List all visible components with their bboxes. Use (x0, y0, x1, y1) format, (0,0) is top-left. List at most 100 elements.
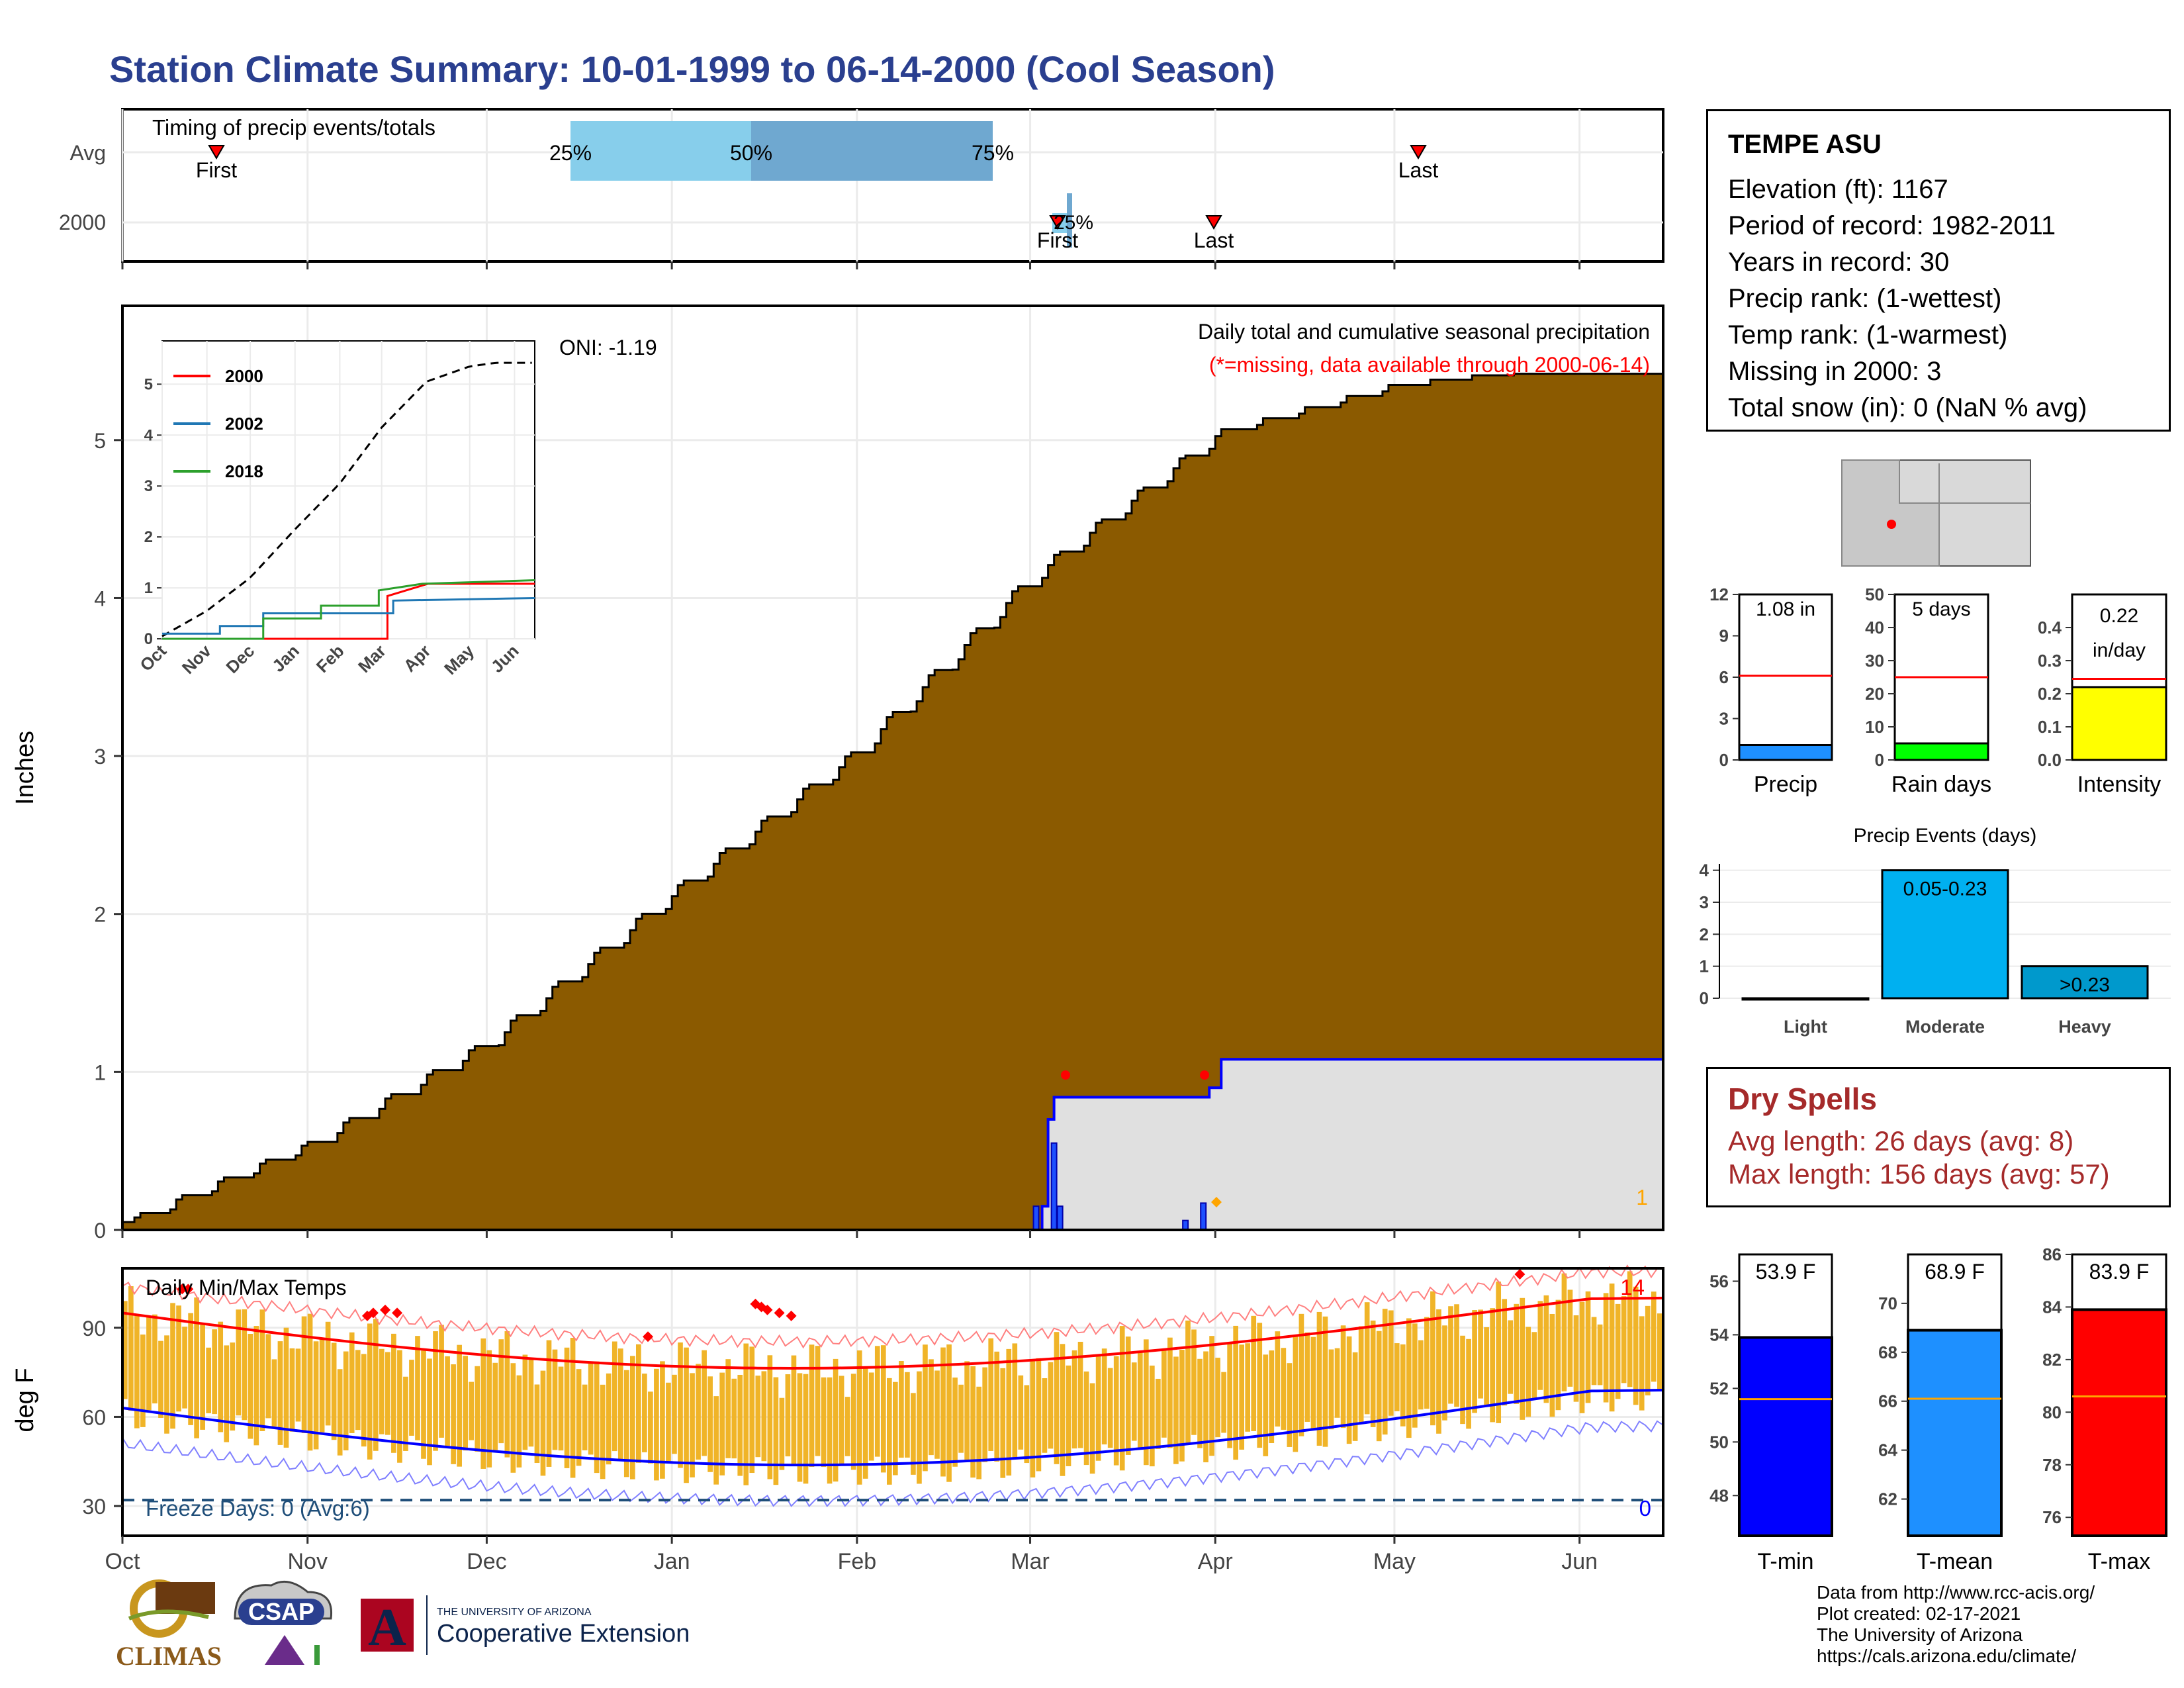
daily-temp-bar (206, 1347, 211, 1413)
record-low-line (122, 1420, 1664, 1507)
daily-temp-bar (809, 1344, 815, 1468)
temp-bar-label: T-max (2088, 1549, 2150, 1574)
mini-bar (1893, 742, 1989, 761)
daily-temp-bar (122, 1301, 128, 1399)
daily-temp-bar (355, 1350, 361, 1430)
inset-series-line (162, 579, 535, 640)
daily-temp-bar (1555, 1299, 1561, 1411)
daily-temp-bar (856, 1350, 862, 1485)
events-tick-label: 1 (1700, 957, 1709, 976)
daily-temp-bar (224, 1345, 230, 1442)
daily-temp-bar (534, 1384, 540, 1464)
daily-temp-bar (917, 1371, 922, 1484)
daily-precip-bar (1182, 1219, 1189, 1231)
record-high-line (122, 1264, 1664, 1349)
daily-temp-bar (1394, 1343, 1400, 1411)
csap-logo-text: CSAP (248, 1598, 314, 1625)
daily-temp-bar (367, 1323, 373, 1460)
pct-25-label: 25% (549, 141, 592, 165)
inset-y-tick-label: 5 (144, 375, 153, 393)
dry-spells-max: Max length: 156 days (avg: 57) (1728, 1158, 2110, 1190)
daily-temp-bar (361, 1354, 367, 1447)
daily-temp-bar (725, 1359, 731, 1458)
daily-temp-bar (666, 1382, 671, 1462)
daily-temp-bar (570, 1337, 576, 1478)
daily-temp-bar (271, 1359, 277, 1427)
temp-panel-label: Daily Min/Max Temps (146, 1276, 346, 1299)
missing-marker (1200, 1070, 1209, 1080)
daily-temp-bar (1633, 1286, 1639, 1405)
temp-bar-value-label: 53.9 F (1756, 1260, 1816, 1284)
temp-bar-tick-label: 52 (1709, 1378, 1729, 1398)
mini-bar-label: Rain days (1891, 772, 1991, 797)
events-tick-label: 3 (1700, 892, 1709, 912)
daily-temp-bar (582, 1384, 588, 1450)
precip-y-axis-label: Inches (11, 731, 39, 805)
daily-temp-bar (1502, 1299, 1508, 1406)
daily-temp-bar (874, 1346, 880, 1457)
daily-temp-bar (1490, 1308, 1495, 1423)
daily-temp-bar (1131, 1362, 1137, 1441)
daily-temp-bar (164, 1335, 169, 1434)
temp-bar-tick-label: 70 (1878, 1293, 1897, 1313)
daily-temp-bar (1388, 1310, 1394, 1416)
daily-temp-bar (815, 1346, 821, 1456)
daily-temp-bar (1060, 1344, 1066, 1476)
daily-temp-bar (1203, 1351, 1208, 1463)
daily-temp-bar (1322, 1316, 1328, 1447)
daily-temp-bar (1370, 1320, 1376, 1427)
daily-temp-bar (844, 1397, 850, 1456)
legend-label: 2018 (225, 461, 263, 481)
daily-temp-bar (803, 1374, 809, 1484)
daily-temp-bar (1275, 1331, 1281, 1427)
daily-temp-bar (827, 1377, 833, 1484)
station-row: Years in record: 30 (1728, 248, 1950, 277)
events-title: Precip Events (days) (1854, 825, 2037, 847)
iqr-box-lower (570, 121, 751, 181)
record-marker (380, 1304, 391, 1315)
month-tick-label: Apr (1198, 1549, 1233, 1574)
month-tick-label: Dec (467, 1549, 506, 1574)
daily-temp-bar (528, 1360, 534, 1447)
daily-temp-bar (134, 1315, 140, 1429)
daily-precip-bar (1050, 1142, 1058, 1231)
mini-bar-label: Intensity (2077, 772, 2161, 797)
daily-temp-bar (469, 1382, 475, 1440)
daily-temp-bar (504, 1331, 510, 1458)
daily-temp-bar (248, 1334, 253, 1439)
daily-temp-bar (564, 1347, 570, 1468)
temp-bar-value-label: 83.9 F (2089, 1260, 2150, 1284)
dry-spells-box: Dry Spells Avg length: 26 days (avg: 8) … (1706, 1067, 2171, 1207)
temp-summary-bar (1907, 1329, 2003, 1537)
daily-temp-bar (510, 1363, 516, 1473)
station-row: Temp rank: (1-warmest) (1728, 320, 2008, 350)
daily-temp-bar (1436, 1309, 1441, 1434)
daily-temp-bar (707, 1376, 713, 1472)
daily-temp-bar (1185, 1320, 1191, 1443)
daily-temp-bar (976, 1386, 981, 1479)
daily-temp-bar (1107, 1368, 1113, 1448)
temp-summary-bar (2071, 1308, 2167, 1538)
daily-temp-bar (331, 1342, 337, 1440)
ua-extension-text: Cooperative Extension (437, 1620, 690, 1648)
temp-bar-tick-label: 54 (1709, 1325, 1729, 1344)
dry-spells-heading: Dry Spells (1728, 1082, 1877, 1116)
daily-temp-bar (433, 1331, 438, 1451)
daily-temp-bar (379, 1348, 385, 1434)
daily-temp-bar (1591, 1317, 1597, 1385)
daily-temp-bar (767, 1355, 773, 1479)
mini-bar-tick-label: 12 (1709, 585, 1729, 604)
daily-temp-bar (1418, 1340, 1424, 1410)
daily-temp-bar (259, 1309, 265, 1431)
daily-temp-bar (176, 1305, 181, 1412)
y-tick-label: 2 (94, 903, 106, 927)
mini-bar-value-label: 1.08 in (1756, 598, 1815, 620)
daily-temp-bar (1030, 1359, 1036, 1477)
daily-temp-bar (1018, 1375, 1024, 1450)
daily-temp-bar (492, 1362, 498, 1450)
daily-temp-bar (719, 1372, 725, 1476)
freeze-days-label: Freeze Days: 0 (Avg:6) (146, 1496, 370, 1521)
obs-first-marker (1049, 215, 1066, 230)
record-marker (786, 1310, 797, 1321)
daily-temp-bar (1048, 1362, 1054, 1449)
